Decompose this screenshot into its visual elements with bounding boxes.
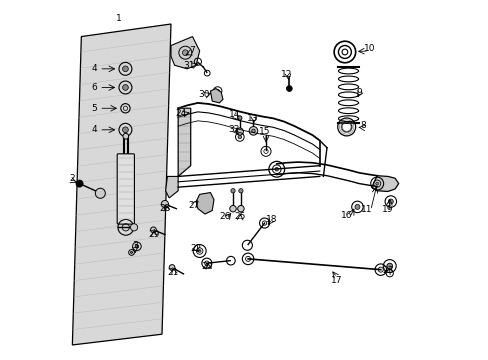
Circle shape [198, 249, 201, 252]
Text: 14: 14 [228, 110, 240, 119]
Circle shape [236, 128, 243, 135]
Polygon shape [178, 108, 190, 176]
Circle shape [386, 263, 392, 269]
Circle shape [249, 127, 257, 135]
Text: 18: 18 [265, 215, 277, 224]
Text: 16: 16 [340, 211, 352, 220]
Circle shape [122, 66, 128, 72]
Text: 32: 32 [228, 125, 240, 134]
Circle shape [122, 85, 128, 90]
Circle shape [122, 127, 128, 133]
Text: 26: 26 [220, 212, 231, 221]
Circle shape [237, 116, 242, 120]
Circle shape [215, 89, 219, 93]
Circle shape [95, 188, 105, 198]
Circle shape [169, 265, 175, 270]
Text: 29: 29 [148, 230, 160, 239]
Polygon shape [165, 176, 178, 198]
Text: 5: 5 [92, 104, 97, 113]
Text: 21: 21 [167, 268, 178, 277]
Text: 4: 4 [92, 125, 97, 134]
Circle shape [182, 50, 188, 55]
Circle shape [237, 206, 244, 212]
Text: 12: 12 [281, 70, 292, 79]
Text: 8: 8 [360, 121, 366, 130]
Circle shape [238, 189, 243, 193]
Circle shape [354, 204, 359, 210]
Text: 1: 1 [116, 14, 122, 23]
Polygon shape [196, 193, 214, 214]
Text: 7: 7 [189, 46, 195, 55]
Text: 31: 31 [183, 61, 194, 70]
Circle shape [130, 251, 132, 253]
Text: 2: 2 [69, 174, 75, 183]
Text: 28: 28 [159, 204, 170, 213]
Circle shape [161, 201, 168, 208]
Text: 4: 4 [92, 64, 97, 73]
Circle shape [150, 227, 156, 233]
Text: 25: 25 [234, 212, 245, 221]
Text: 15: 15 [259, 127, 270, 136]
Text: 3: 3 [132, 242, 138, 251]
Polygon shape [210, 89, 223, 103]
Circle shape [135, 244, 139, 248]
Circle shape [375, 182, 378, 185]
Text: 27: 27 [187, 201, 199, 210]
Text: 23: 23 [382, 266, 393, 275]
Text: 10: 10 [364, 44, 375, 53]
Circle shape [230, 189, 235, 193]
Circle shape [238, 135, 241, 139]
Text: 11: 11 [361, 205, 372, 214]
Text: 6: 6 [92, 83, 97, 92]
Circle shape [286, 86, 292, 91]
Circle shape [387, 199, 392, 204]
Text: 17: 17 [330, 276, 342, 285]
FancyBboxPatch shape [117, 154, 134, 224]
Circle shape [130, 224, 137, 231]
Polygon shape [371, 176, 398, 192]
Polygon shape [72, 24, 171, 345]
Text: 22: 22 [190, 244, 201, 253]
Text: 30: 30 [198, 90, 209, 99]
Circle shape [122, 134, 128, 139]
Circle shape [274, 167, 278, 171]
Text: 19: 19 [382, 205, 393, 214]
Circle shape [251, 129, 255, 133]
Text: 9: 9 [356, 87, 362, 96]
Circle shape [229, 206, 236, 212]
Text: 20: 20 [201, 262, 212, 271]
Polygon shape [171, 37, 199, 69]
Circle shape [76, 180, 83, 187]
Text: 24: 24 [175, 109, 186, 118]
Text: 13: 13 [246, 114, 258, 123]
